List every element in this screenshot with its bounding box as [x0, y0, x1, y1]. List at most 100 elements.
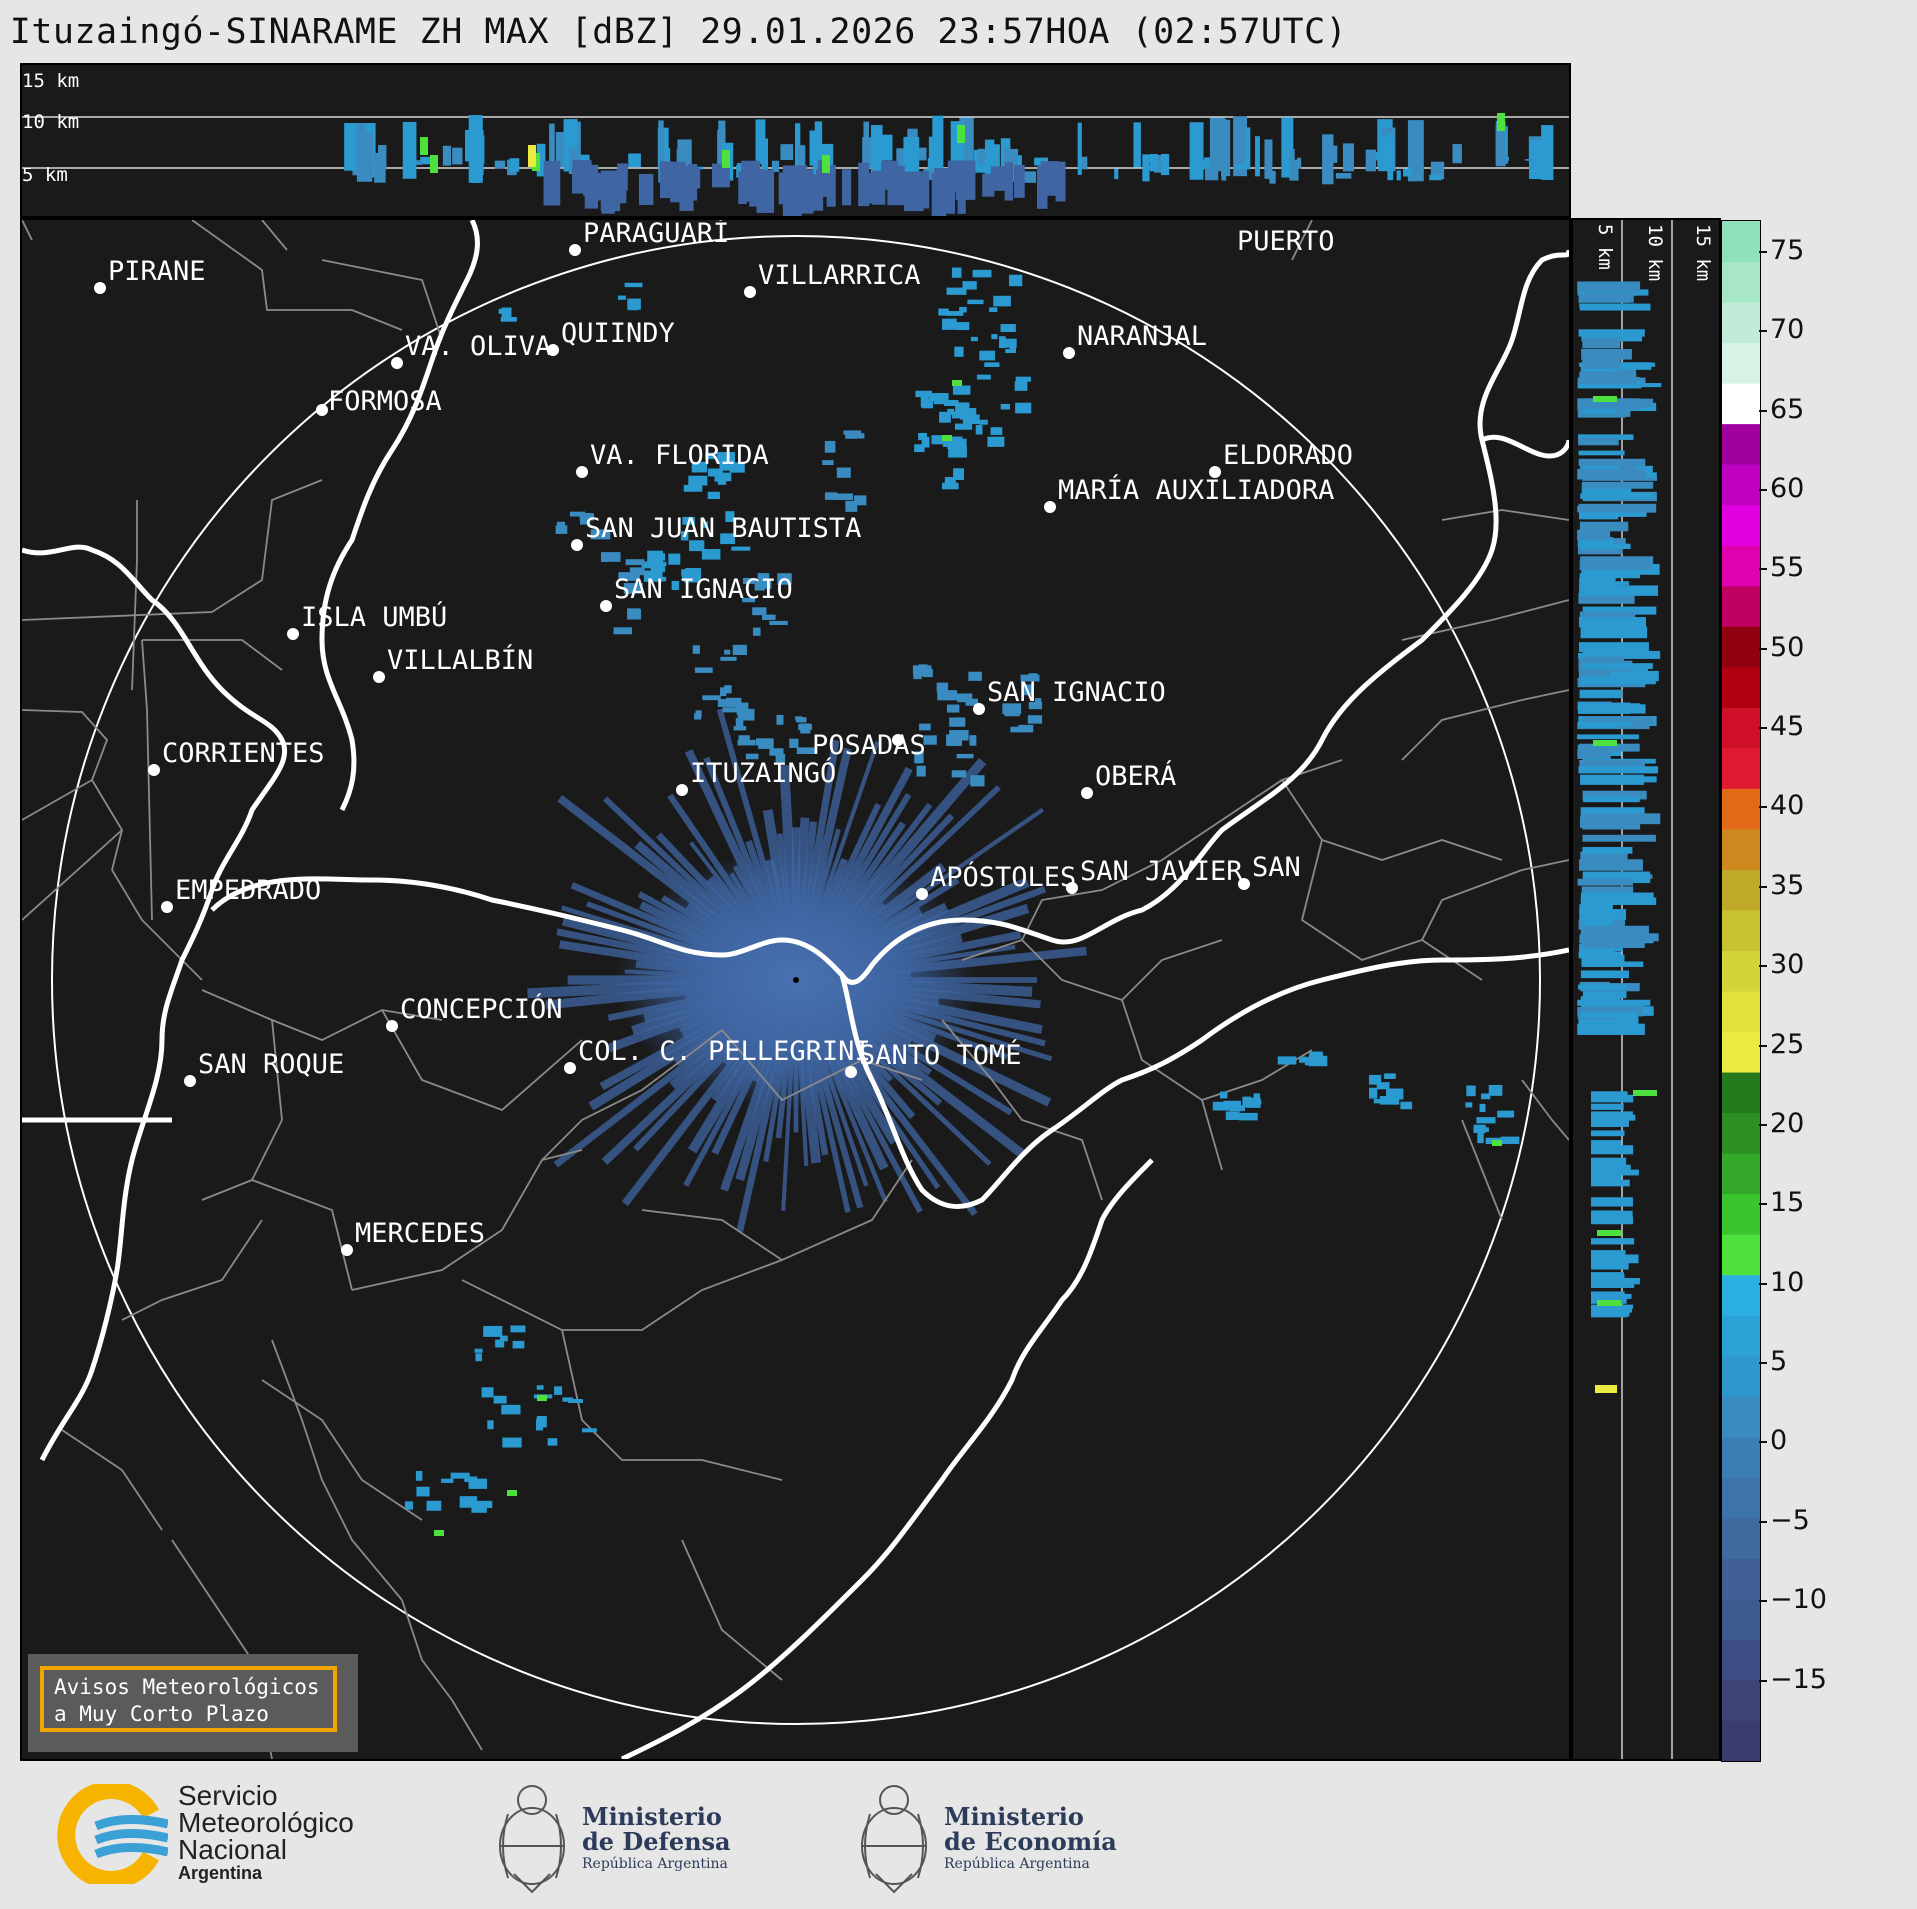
top-echo-low [887, 165, 905, 206]
colorbar-band [1722, 1598, 1760, 1640]
top-echo [1331, 145, 1338, 163]
colorbar-tick-label: −5 [1770, 1504, 1810, 1536]
city-dot [94, 282, 106, 294]
echo-cell [755, 738, 774, 746]
top-echo-low [744, 170, 753, 202]
city-dot [892, 734, 904, 746]
colorbar-band [1722, 261, 1760, 303]
echo-cell [913, 673, 922, 680]
echo-cell [654, 553, 666, 561]
city-marker: MARÍA AUXILIADORA [1044, 474, 1334, 513]
side-echo-strong [1595, 1385, 1617, 1393]
echo-cell [1299, 1056, 1307, 1063]
top-echo [1502, 156, 1509, 161]
echo-cell [1021, 684, 1033, 696]
colorbar-band [1722, 342, 1760, 384]
echo-cell [725, 511, 735, 523]
top-echo-low [660, 161, 672, 199]
colorbar-tick-label: 40 [1770, 790, 1805, 822]
city-dot [391, 357, 403, 369]
side-echo [1578, 642, 1649, 653]
top-echo [1322, 134, 1334, 185]
top-echo [1289, 159, 1299, 181]
colorbar-tick [1759, 727, 1767, 730]
side-echo [1577, 377, 1637, 385]
city-dot [845, 1066, 857, 1078]
top-echo [1209, 117, 1225, 172]
colorbar-band [1722, 1720, 1760, 1762]
top-echo [1269, 170, 1276, 184]
echo-cell [643, 570, 663, 582]
colorbar-tick-label: 10 [1770, 1266, 1805, 1298]
echo-cell [692, 645, 700, 654]
echo-cell [1219, 1091, 1228, 1099]
side-echo-low [1591, 1293, 1632, 1299]
echo-cell [951, 411, 972, 419]
echo-cell [617, 295, 626, 300]
echo-cell [1009, 343, 1016, 353]
echo-cell [979, 350, 996, 361]
top-echo [1429, 174, 1442, 181]
side-echo-low [1591, 1157, 1627, 1167]
city-label: ITUZAINGÓ [690, 757, 836, 789]
colorbar-tick [1759, 1044, 1767, 1047]
echo-cell [510, 1325, 526, 1333]
colorbar-tick-label: −15 [1770, 1663, 1827, 1695]
top-echo [1221, 119, 1231, 177]
echo-cell [1225, 1111, 1240, 1120]
echo-cell [716, 452, 736, 465]
short-term-warnings-box[interactable]: Avisos Meteorológicos a Muy Corto Plazo [28, 1654, 358, 1752]
top-echo-strong [420, 137, 428, 155]
colorbar-band [1722, 1679, 1760, 1721]
side-echo [1577, 506, 1653, 513]
city-label: POSADAS [812, 730, 926, 761]
echo-cell [688, 475, 708, 486]
top-echo-low [738, 171, 747, 205]
echo-cell [708, 468, 723, 477]
echo-cell [719, 463, 734, 471]
echo-cell [1229, 1105, 1246, 1112]
echo-cell [938, 308, 949, 316]
side-echo-low [1591, 1282, 1635, 1288]
side-echo [1577, 878, 1634, 886]
colorbar-tick-label: 70 [1770, 314, 1805, 346]
echo-cell [769, 620, 788, 625]
top-echo [1524, 159, 1534, 161]
echo-cell [915, 390, 932, 398]
side-echo-strong [1593, 396, 1617, 402]
colorbar-tick-label: 60 [1770, 472, 1805, 504]
top-echo [932, 115, 944, 175]
echo-cell [1027, 715, 1043, 724]
city-marker: PARAGUARÍ [569, 220, 729, 256]
side-echo [1577, 289, 1649, 296]
echo-cell [1020, 674, 1040, 682]
top-echo [1154, 154, 1164, 173]
city-label: PUERTO [1237, 226, 1335, 257]
top-echo-low [543, 160, 561, 206]
echo-cell [962, 281, 977, 290]
colorbar-tick [1759, 885, 1767, 888]
top-echo-strong [528, 145, 536, 167]
echo-cell [1488, 1084, 1503, 1096]
east-west-max-projection-panel: 5 km 10 km 15 km [1571, 218, 1721, 1761]
echo-cell [474, 1500, 493, 1508]
top-echo [1452, 144, 1462, 164]
echo-cell [695, 710, 702, 717]
top-echo-low [1004, 162, 1014, 201]
colorbar-tick-label: 75 [1770, 234, 1805, 266]
colorbar-tick-label: 35 [1770, 869, 1805, 901]
colorbar-band [1722, 1355, 1760, 1397]
city-label: COL. C. PELLEGRINI [578, 1036, 871, 1067]
colorbar-tick-label: 25 [1770, 1028, 1805, 1060]
echo-cell [945, 311, 964, 316]
side-echo [1579, 371, 1637, 383]
echo-cell [763, 578, 772, 589]
top-echo [896, 148, 904, 174]
city-dot [341, 1244, 353, 1256]
echo-cell [720, 656, 737, 661]
echo-cell [796, 717, 807, 723]
city-label: VILLARRICA [758, 260, 921, 291]
top-echo [1495, 121, 1506, 167]
colorbar-band [1722, 1193, 1760, 1235]
side-echo-low [1591, 1197, 1633, 1207]
